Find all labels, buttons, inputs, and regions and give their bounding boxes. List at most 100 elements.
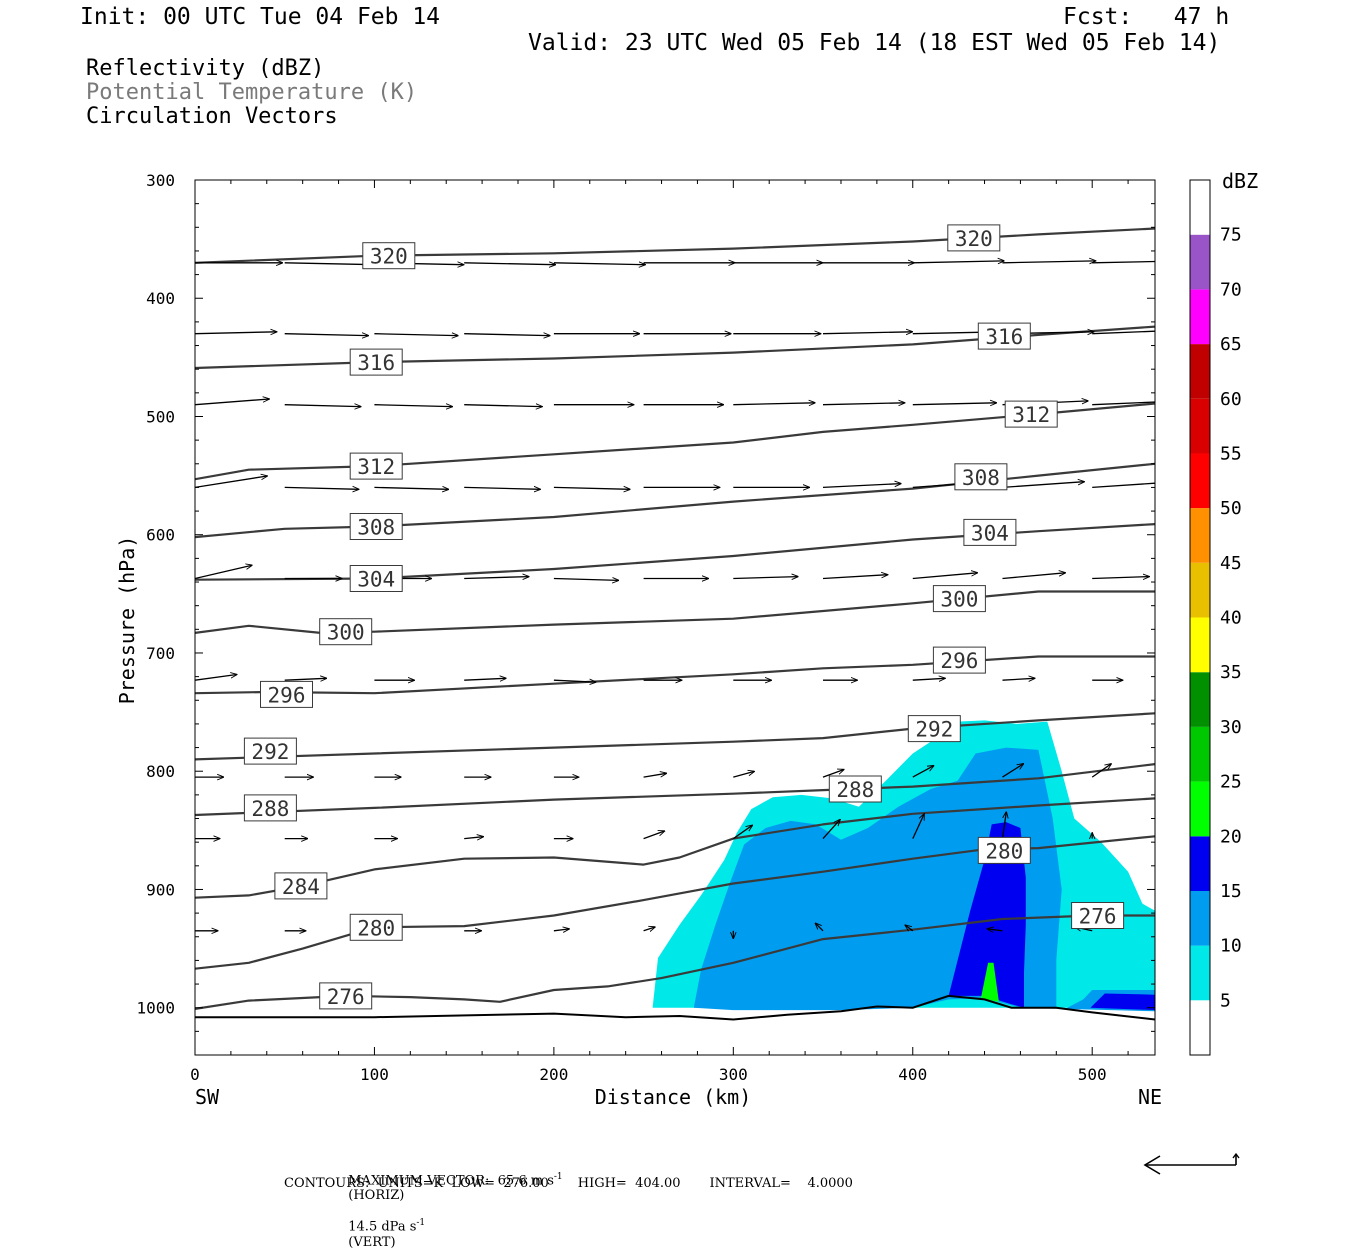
circulation-vector: [912, 678, 945, 680]
circulation-vector: [464, 678, 506, 680]
reflectivity-region-20dbz: [980, 962, 999, 1002]
circulation-vector: [822, 403, 905, 405]
contour-label: 320: [362, 242, 416, 270]
circulation-vector: [464, 577, 529, 579]
field-label-reflectivity: Reflectivity (dBZ): [86, 56, 325, 81]
circulation-vector: [822, 820, 840, 840]
contour-label-text: 300: [327, 621, 365, 645]
colorbar-level-label: 25: [1220, 772, 1242, 793]
colorbar-swatch: [1190, 781, 1210, 837]
contour-label-box: [1071, 902, 1125, 929]
circulation-vector: [733, 577, 798, 579]
contour-label-box: [932, 585, 986, 613]
circulation-vector: [374, 334, 458, 336]
y-tick-label: 1000: [136, 999, 175, 1018]
contour-label-text: 292: [251, 740, 289, 764]
colorbar-level-label: 65: [1220, 334, 1242, 355]
plot-frame: [194, 179, 1156, 1056]
contour-label-text: 320: [955, 227, 993, 251]
circulation-vector: [1092, 401, 1155, 406]
contour-info-line: CONTOURS: UNITS=K LOW= 276.00 HIGH= 404.…: [284, 1176, 853, 1191]
colorbar-level-label: 15: [1220, 881, 1242, 902]
circulation-vector: [195, 332, 277, 334]
theta-contour-288: [195, 763, 1155, 817]
y-axis-title: Pressure (hPa): [115, 536, 139, 705]
contour-label: 296: [932, 646, 986, 674]
contour-label: 312: [1004, 400, 1058, 428]
colorbar-swatch: [1190, 344, 1210, 399]
contour-label-box: [349, 565, 403, 592]
contour-label-text: 316: [985, 325, 1023, 349]
contour-label-box: [349, 348, 403, 376]
circulation-vector: [815, 923, 824, 932]
colorbar-level-label: 55: [1220, 443, 1242, 464]
circulation-vector: [195, 399, 269, 406]
theta-contour-300: [195, 590, 1155, 635]
circulation-vector: [912, 573, 978, 580]
contour-label-text: 280: [985, 839, 1023, 863]
contour-label-text: 276: [1079, 905, 1117, 929]
circulation-vector: [905, 925, 914, 931]
circulation-vector: [553, 579, 619, 581]
forecast-hour: Fcst: 47 h: [1063, 4, 1230, 30]
circulation-vector: [732, 825, 752, 840]
circulation-vector: [912, 814, 924, 839]
circulation-vector: [374, 487, 448, 489]
colorbar-level-label: 30: [1220, 717, 1242, 738]
circulation-vector: [822, 484, 901, 489]
x-tick-label: 500: [1078, 1065, 1107, 1084]
circulation-vector: [284, 678, 327, 680]
colorbar-level-label: 45: [1220, 553, 1242, 574]
contour-label-box: [362, 242, 416, 270]
colorbar-level-label: 60: [1220, 389, 1242, 410]
contour-label-text: 296: [268, 683, 306, 707]
unit-exponent: -1: [553, 1172, 563, 1182]
circulation-vector: [1002, 573, 1066, 580]
contour-label: 308: [349, 513, 403, 540]
contour-label-text: 296: [940, 649, 978, 673]
field-label-theta: Potential Temperature (K): [86, 80, 418, 105]
circulation-vector: [553, 487, 630, 489]
max-vector-horiz-value: MAXIMUM VECTOR: 65.6 m s: [348, 1173, 554, 1189]
circulation-vector: [284, 487, 359, 489]
contour-label-text: 280: [357, 916, 395, 940]
contour-label-box: [349, 513, 403, 540]
contour-label-box: [932, 646, 986, 674]
circulation-vector: [1002, 764, 1024, 778]
y-tick-label: 600: [146, 526, 175, 545]
contour-label-text: 308: [962, 466, 1000, 490]
circulation-vector: [912, 403, 997, 405]
x-axis-title: Distance (km): [595, 1085, 752, 1109]
theta-contour-320: [195, 227, 1155, 264]
circulation-vector: [643, 831, 665, 840]
valid-time: Valid: 23 UTC Wed 05 Feb 14 (18 EST Wed …: [528, 30, 1221, 56]
colorbar-swatch: [1190, 398, 1210, 454]
contour-label-box: [274, 872, 328, 900]
circulation-vector: [195, 565, 252, 580]
contour-label-box: [319, 618, 373, 646]
colorbar-level-label: 10: [1220, 936, 1242, 957]
colorbar-swatch: [1190, 726, 1210, 782]
theta-contour-308: [195, 462, 1155, 539]
circulation-vector: [464, 405, 542, 407]
circulation-vector: [1001, 812, 1007, 839]
colorbar-swatch: [1190, 234, 1210, 290]
x-tick-label: 200: [539, 1065, 568, 1084]
circulation-vector: [464, 263, 555, 265]
field-label-vectors: Circulation Vectors: [86, 104, 338, 129]
contour-label-text: 312: [1012, 403, 1050, 427]
x-axis-right-end-label: NE: [1138, 1085, 1162, 1109]
contour-label: 276: [1071, 902, 1125, 929]
max-vector-vert-label: (VERT): [348, 1234, 396, 1250]
contour-label-text: 304: [971, 521, 1009, 545]
colorbar-swatch: [1190, 289, 1210, 345]
contour-label: 300: [319, 618, 373, 646]
y-tick-label: 700: [146, 644, 175, 663]
contour-label-box: [947, 224, 1001, 252]
colorbar-swatch: [1190, 180, 1210, 235]
colorbar-swatch: [1190, 562, 1210, 618]
contour-label-text: 292: [915, 718, 953, 742]
contour-label-text: 304: [357, 568, 395, 592]
colorbar-level-label: 40: [1220, 608, 1242, 629]
